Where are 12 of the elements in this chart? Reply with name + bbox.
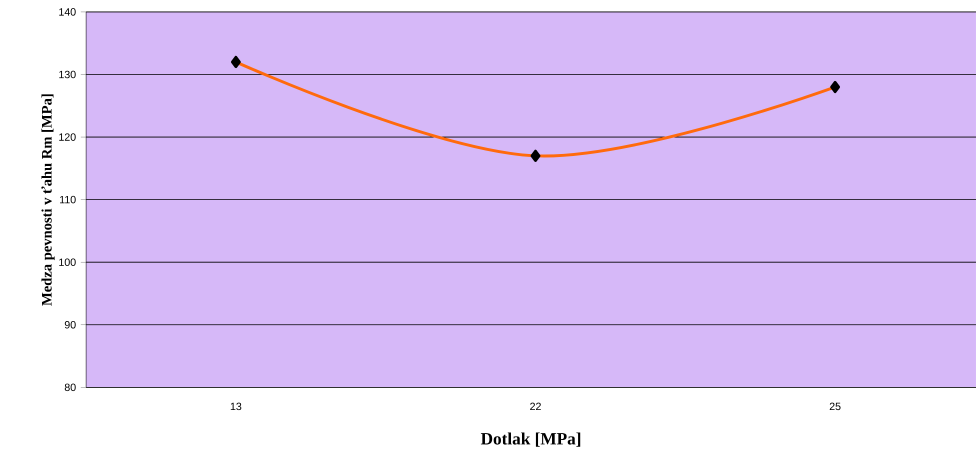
x-axis-title: Dotlak [MPa] <box>480 432 580 447</box>
y-tick-label: 120 <box>59 133 76 141</box>
x-tick-label: 13 <box>230 402 242 410</box>
x-tick-label: 25 <box>830 402 841 410</box>
y-tick-label: 80 <box>64 384 76 392</box>
y-tick-label: 140 <box>59 8 76 16</box>
y-tick-label: 90 <box>64 321 76 329</box>
y-tick-label: 110 <box>60 196 76 204</box>
y-axis-title: Medza pevnosti v ťahu Rm [MPa] <box>41 94 55 306</box>
y-tick-label: 130 <box>59 70 76 78</box>
x-tick-label: 22 <box>530 402 541 410</box>
y-tick-label: 100 <box>59 258 76 266</box>
